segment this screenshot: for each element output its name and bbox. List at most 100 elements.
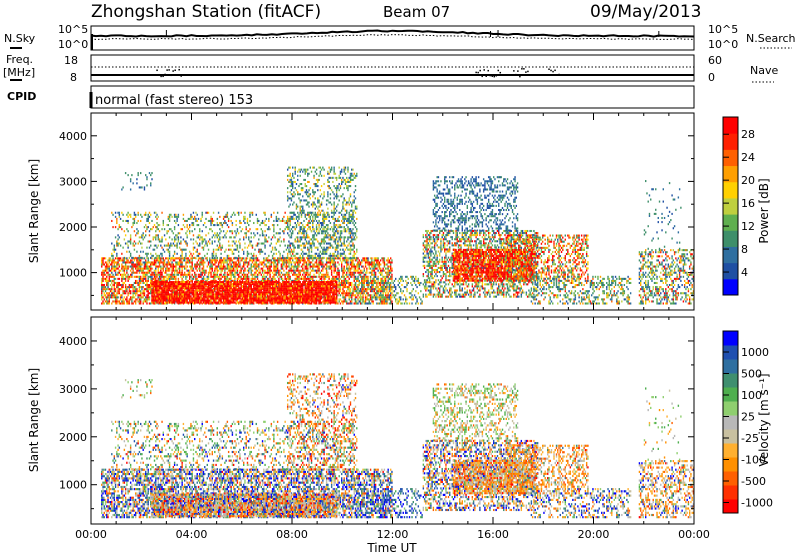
power-cell [367, 288, 368, 290]
power-cell [222, 289, 223, 291]
power-cell [104, 284, 105, 286]
power-cell [214, 259, 215, 261]
power-cell [381, 257, 382, 259]
power-cell [156, 302, 157, 304]
power-cell [176, 272, 177, 274]
power-cell [156, 297, 157, 299]
power-cell [129, 290, 130, 292]
power-cell [252, 295, 253, 297]
power-cell [256, 302, 257, 304]
power-cell [143, 280, 144, 282]
power-cell [223, 287, 224, 289]
power-cell [151, 285, 152, 287]
power-cell [246, 261, 247, 263]
power-cell [244, 302, 245, 304]
power-cell [253, 257, 254, 259]
power-cell [114, 261, 115, 263]
power-cell [295, 257, 296, 259]
power-cell [389, 294, 390, 296]
power-cell [184, 272, 185, 274]
power-cell [168, 268, 169, 270]
power-cell [295, 266, 296, 268]
power-cell [178, 295, 179, 297]
power-cell [293, 281, 294, 283]
power-cell [222, 291, 223, 293]
power-cell [224, 295, 225, 297]
power-cell [185, 297, 186, 299]
power-cell [228, 302, 229, 304]
power-cell [112, 280, 113, 282]
power-cell [166, 285, 167, 287]
power-cell [381, 278, 382, 280]
power-cell [284, 266, 285, 268]
power-cell [369, 272, 370, 274]
power-cell [240, 291, 241, 293]
nsky-line [91, 31, 694, 37]
power-cell [106, 300, 107, 302]
power-cell [106, 280, 107, 282]
power-cell [136, 280, 137, 282]
power-cell [146, 284, 147, 286]
power-cell [244, 276, 245, 278]
power-cell [120, 288, 121, 290]
power-cell [391, 274, 392, 276]
power-cell [305, 268, 306, 270]
power-cell [258, 293, 259, 295]
power-cell [298, 274, 299, 276]
power-cell [266, 300, 267, 302]
power-cell [370, 296, 371, 298]
power-cell [361, 266, 362, 268]
power-cell [204, 297, 205, 299]
power-cell [134, 276, 135, 278]
power-cell [277, 268, 278, 270]
power-cell [306, 268, 307, 270]
power-cell [124, 272, 125, 274]
power-cell [320, 300, 321, 302]
power-cell [225, 293, 226, 295]
power-cell [134, 259, 135, 261]
power-cell [356, 292, 357, 294]
power-cell [169, 293, 170, 295]
power-cell [109, 298, 110, 300]
power-cell [351, 263, 352, 265]
power-cell [233, 297, 234, 299]
power-cell [244, 289, 245, 291]
power-cell [248, 293, 249, 295]
power-cell [190, 257, 191, 259]
power-cell [225, 295, 226, 297]
power-cell [362, 278, 363, 280]
power-cell [326, 276, 327, 278]
power-cell [197, 287, 198, 289]
power-cell [158, 270, 159, 272]
power-cell [139, 288, 140, 290]
power-cell [198, 274, 199, 276]
power-cell [381, 282, 382, 284]
power-cell [312, 268, 313, 270]
power-cell [291, 285, 292, 287]
power-cell [126, 302, 127, 304]
power-cell [305, 300, 306, 302]
power-cell [116, 294, 117, 296]
power-cell [179, 266, 180, 268]
power-cell [180, 281, 181, 283]
power-cell [174, 257, 175, 259]
nave-dip-mark [523, 68, 525, 70]
power-cell [303, 259, 304, 261]
power-cell [179, 289, 180, 291]
power-cell [341, 276, 342, 278]
power-cell [281, 293, 282, 295]
power-cell [374, 261, 375, 263]
power-cell [258, 287, 259, 289]
power-cell [288, 287, 289, 289]
power-cell [139, 280, 140, 282]
power-cell [272, 289, 273, 291]
power-cell [160, 259, 161, 261]
power-cell [176, 297, 177, 299]
power-cell [379, 272, 380, 274]
power-cell [225, 278, 226, 280]
power-cell [295, 297, 296, 299]
power-cell [106, 284, 107, 286]
power-cell [262, 297, 263, 299]
power-cell [229, 287, 230, 289]
power-cell [317, 287, 318, 289]
